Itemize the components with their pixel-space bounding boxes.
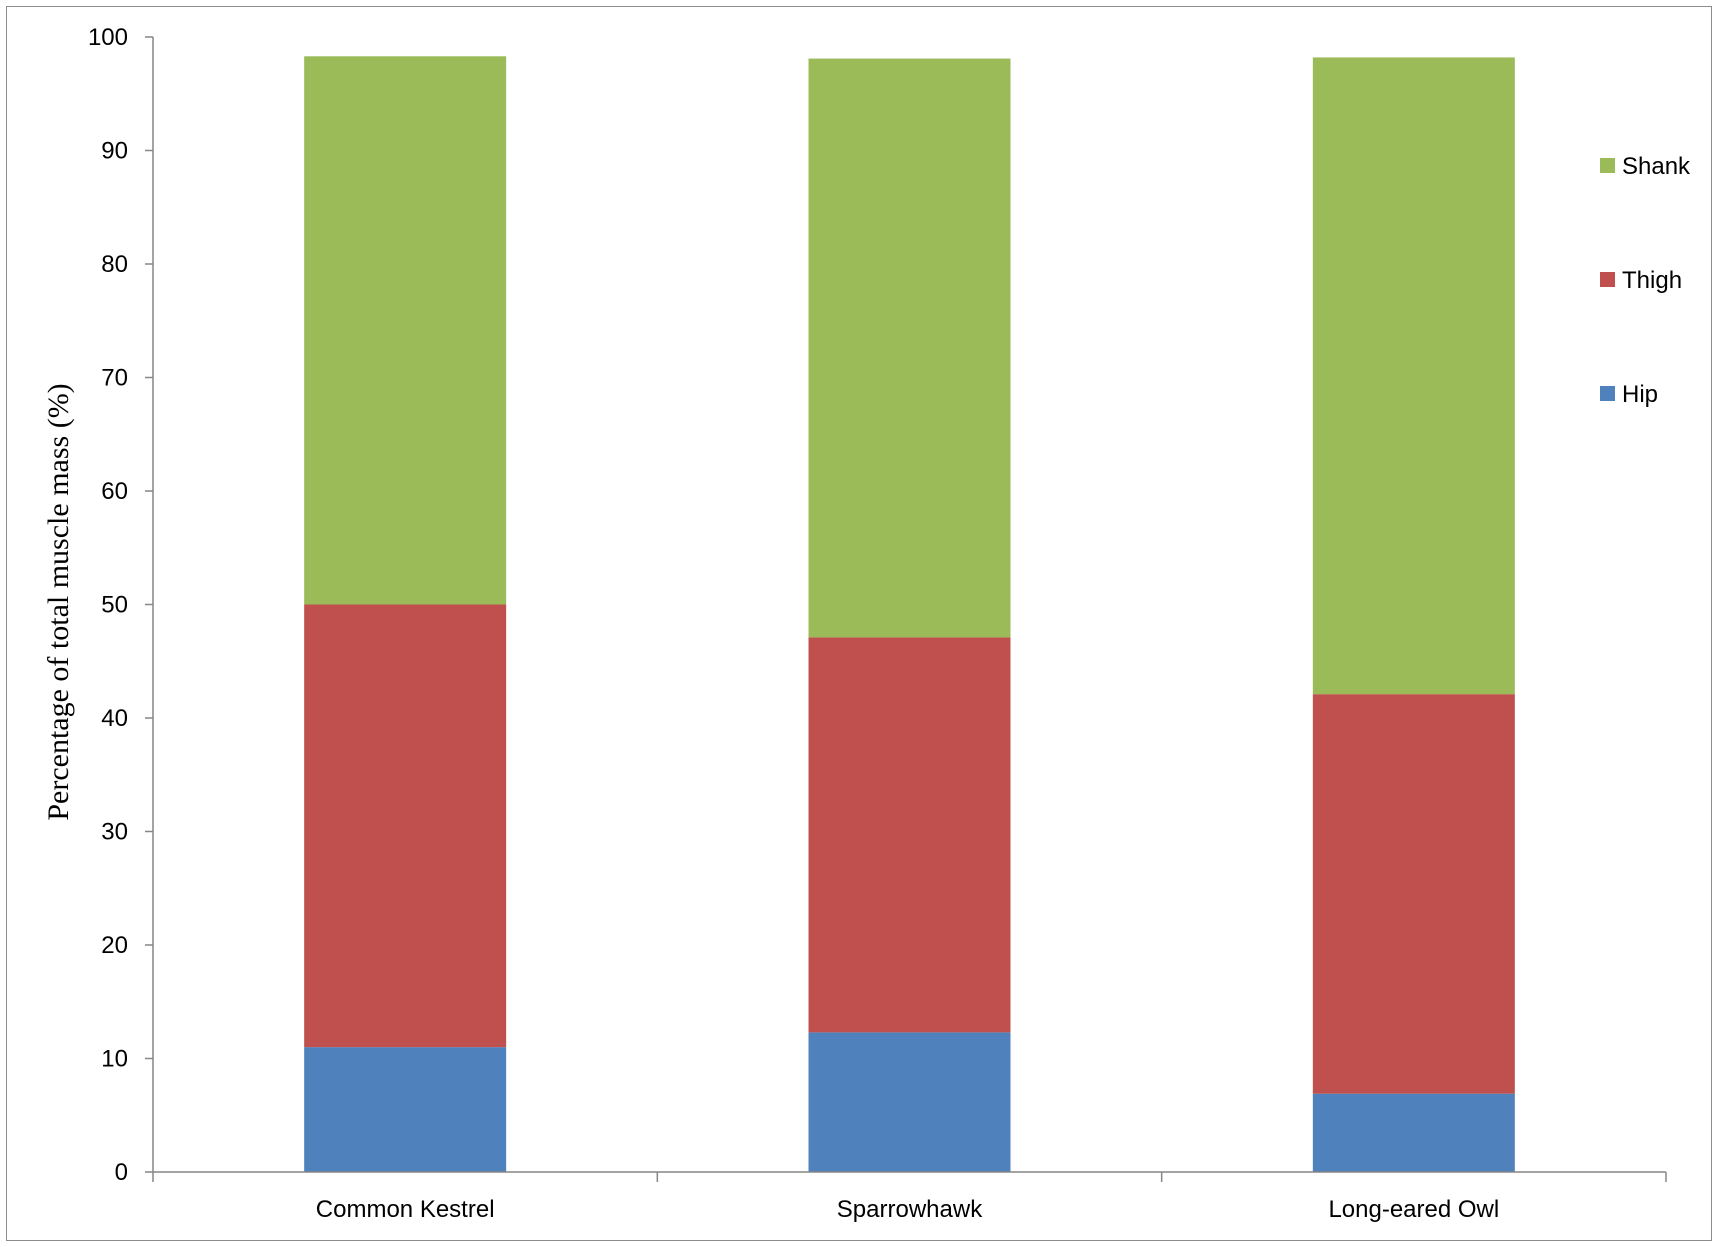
legend-swatch-thigh [1600, 272, 1615, 287]
y-tick-label: 50 [101, 592, 128, 619]
legend-swatch-hip [1600, 386, 1615, 401]
y-tick-label: 80 [101, 251, 128, 278]
legend-item-shank: Shank [1600, 153, 1691, 180]
bar-hip-long-eared-owl [1312, 1093, 1515, 1172]
y-axis-title: Percentage of total muscle mass (%) [42, 383, 75, 820]
y-tick-label: 90 [101, 138, 128, 165]
bar-hip-common-kestrel [304, 1047, 507, 1172]
bar-thigh-sparrowhawk [808, 637, 1011, 1033]
legend-item-hip: Hip [1600, 381, 1658, 408]
legend-swatch-shank [1600, 158, 1615, 173]
bar-hip-sparrowhawk [808, 1032, 1011, 1172]
y-ticks-group: 0 10 20 30 40 50 60 70 80 90 100 [88, 24, 153, 1186]
x-tick-label-common-kestrel: Common Kestrel [316, 1196, 495, 1223]
bar-shank-sparrowhawk [808, 58, 1011, 638]
bar-thigh-long-eared-owl [1312, 694, 1515, 1094]
y-tick-label: 60 [101, 478, 128, 505]
y-tick-label: 20 [101, 932, 128, 959]
x-tick-label-long-eared-owl: Long-eared Owl [1328, 1196, 1499, 1223]
legend-label-thigh: Thigh [1622, 267, 1682, 294]
y-tick-label: 70 [101, 365, 128, 392]
y-tick-label: 40 [101, 705, 128, 732]
bar-shank-common-kestrel [304, 56, 507, 605]
legend-label-hip: Hip [1622, 381, 1658, 408]
x-tick-label-sparrowhawk: Sparrowhawk [837, 1196, 983, 1223]
chart-frame [6, 6, 1712, 1241]
bar-thigh-common-kestrel [304, 604, 507, 1048]
y-tick-label: 10 [101, 1046, 128, 1073]
bars-group [304, 56, 1515, 1172]
legend: Shank Thigh Hip [1600, 153, 1691, 408]
x-labels-group: Common Kestrel Sparrowhawk Long-eared Owl [316, 1196, 1499, 1223]
y-tick-label: 100 [88, 24, 128, 51]
y-tick-label: 30 [101, 819, 128, 846]
legend-item-thigh: Thigh [1600, 267, 1682, 294]
bar-shank-long-eared-owl [1312, 57, 1515, 695]
legend-label-shank: Shank [1622, 153, 1691, 180]
y-tick-label: 0 [115, 1159, 128, 1186]
